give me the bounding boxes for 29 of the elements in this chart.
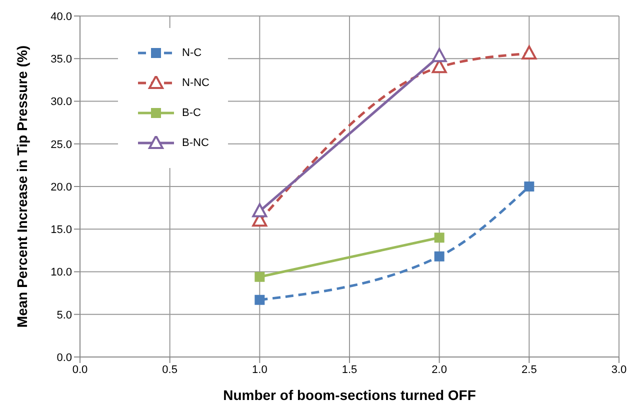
point (522, 46, 537, 60)
point (434, 232, 444, 243)
y-tick-label: 0.0 (56, 352, 72, 364)
legend-label: B-C (182, 107, 201, 119)
y-tick-label: 30.0 (50, 96, 72, 108)
legend-label: N-C (182, 47, 202, 59)
legend-label: B-NC (182, 137, 209, 149)
point (432, 48, 447, 62)
x-tick-label: 2.0 (432, 364, 447, 376)
x-tick-label: 2.5 (522, 364, 537, 376)
y-tick-label: 20.0 (50, 181, 72, 194)
y-tick-label: 25.0 (50, 138, 72, 151)
y-tick-label: 40.0 (50, 10, 72, 23)
y-tick-label: 5.0 (56, 309, 72, 322)
legend-label: N-NC (182, 77, 210, 89)
point (254, 294, 265, 305)
x-tick-label: 1.0 (252, 364, 268, 376)
x-tick-label: 3.0 (611, 364, 627, 376)
y-tick-label: 15.0 (50, 224, 72, 236)
point (434, 251, 444, 262)
y-tick-label: 35.0 (50, 54, 72, 66)
y-tick-label: 10.0 (50, 266, 72, 279)
x-axis-title: Number of boom-sections turned OFF (223, 387, 476, 403)
x-tick-label: 1.5 (342, 364, 358, 376)
x-tick-label: 0.0 (72, 364, 88, 376)
y-axis-title: Mean Percent Increase in Tip Pressure (%) (14, 45, 30, 328)
x-tick-label: 0.5 (162, 364, 178, 376)
point (254, 272, 265, 282)
point (524, 182, 534, 192)
